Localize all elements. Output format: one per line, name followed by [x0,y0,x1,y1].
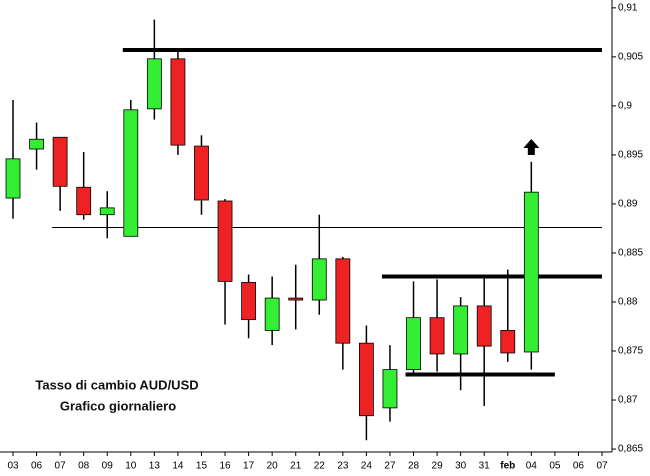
candle-body [217,200,233,282]
candle-body [29,138,44,150]
x-tick-label: 24 [361,461,373,472]
candle-body [99,207,115,216]
x-tick-label: 17 [243,461,255,472]
x-tick-label: 09 [102,461,114,472]
candle-body [358,342,374,417]
x-tick-label: 21 [290,461,302,472]
x-tick-label: 14 [172,461,184,472]
x-tick-label: 07 [55,461,67,472]
candle-body [123,109,139,237]
candle-body [500,330,516,354]
y-tick-label: 0,865 [618,444,643,455]
x-tick-label: 29 [432,461,444,472]
candle-body [429,317,445,355]
candle-body [335,258,351,344]
y-tick-label: 0,875 [618,346,643,357]
candle-body [76,186,92,216]
candle-body [5,158,21,199]
x-tick-label: 28 [408,461,420,472]
candle-body [311,258,327,301]
y-tick-label: 0,91 [618,2,638,13]
x-tick-label: 15 [196,461,208,472]
x-tick-label: 03 [7,461,19,472]
x-tick-label: 10 [125,461,137,472]
y-tick-label: 0,895 [618,150,643,161]
x-tick-label: 06 [573,461,585,472]
candle-body [382,369,398,409]
candle-body [406,317,421,371]
candle-body [264,297,280,331]
x-tick-label: 31 [479,461,491,472]
x-tick-label: 30 [455,461,467,472]
y-tick-label: 0,885 [618,248,643,259]
annotation: Grafico giornaliero [60,398,176,413]
arrow [523,139,540,156]
y-tick-label: 0,9 [618,101,632,112]
x-tick-label: 08 [78,461,90,472]
x-tick-label: 04 [526,461,538,472]
candle-body [170,58,186,146]
candle-body [476,305,492,347]
y-tick-label: 0,89 [618,199,638,210]
candle-body [52,136,68,187]
x-tick-label: 22 [314,461,326,472]
y-tick-label: 0,87 [618,395,638,406]
candle-body [523,191,539,353]
candle-body [288,297,304,301]
x-tick-label: feb [500,461,515,472]
x-tick-label: 07 [596,461,608,472]
candle-body [241,281,257,321]
candle-body [194,145,209,201]
candle-body [146,58,162,110]
y-tick-label: 0,905 [618,52,643,63]
x-tick-label: 16 [219,461,231,472]
x-tick-label: 13 [149,461,161,472]
y-tick-label: 0,88 [618,297,638,308]
annotation: Tasso di cambio AUD/USD [35,377,198,392]
x-tick-label: 23 [337,461,349,472]
x-tick-label: 06 [31,461,43,472]
candle-body [453,305,469,355]
x-tick-label: 27 [384,461,396,472]
x-tick-label: 05 [549,461,561,472]
x-tick-label: 20 [267,461,279,472]
